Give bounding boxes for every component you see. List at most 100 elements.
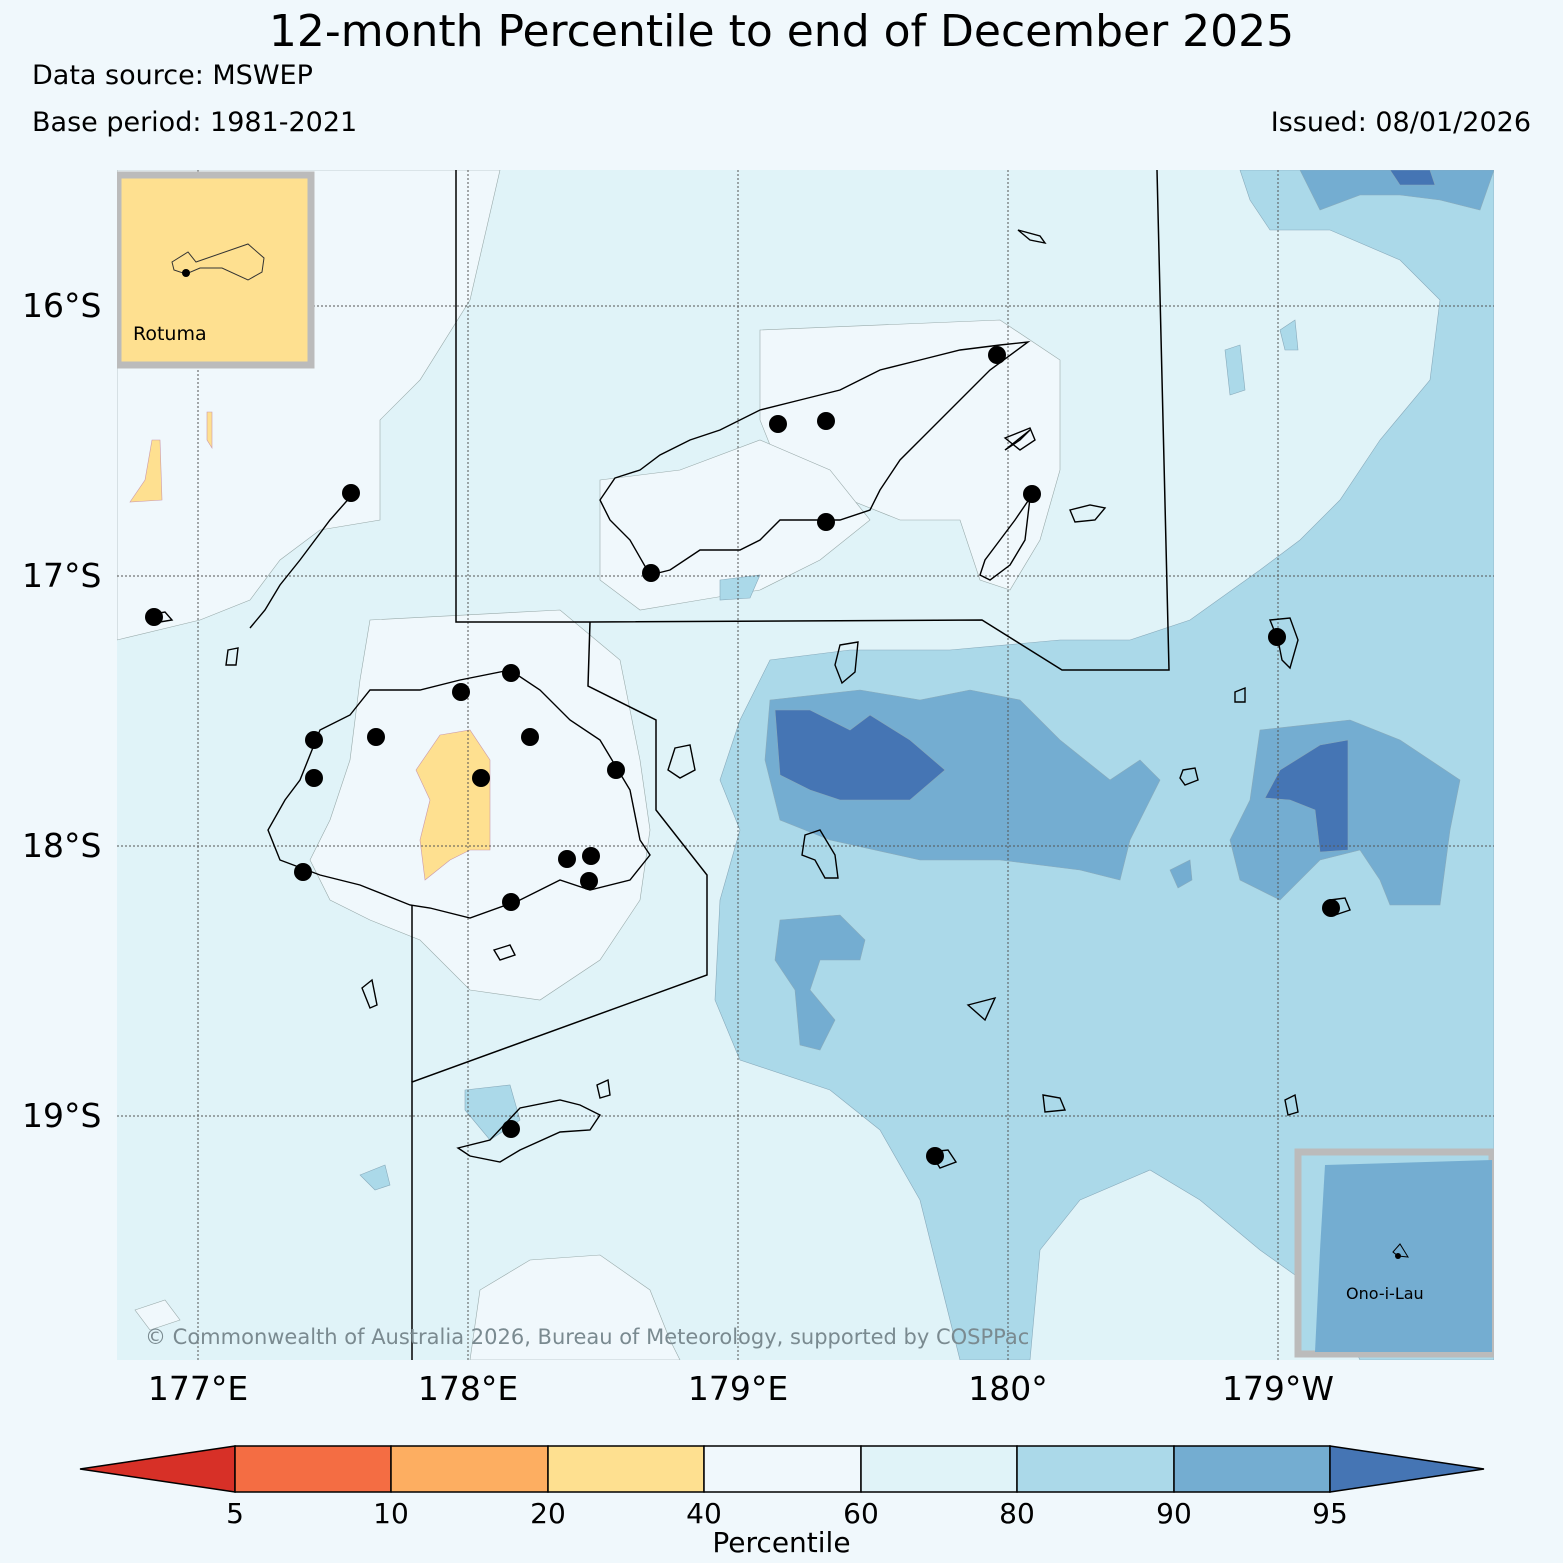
station-dot (1268, 628, 1286, 646)
station-dot (582, 847, 600, 865)
colorbar-tick: 5 (226, 1497, 244, 1530)
colorbar-tick: 80 (999, 1497, 1035, 1530)
taveuni-island (979, 497, 1031, 581)
island-south-2 (596, 1078, 611, 1099)
contour-80-90-small-2 (1279, 319, 1299, 351)
station-dot (305, 731, 323, 749)
rabi-coast (1003, 427, 1036, 451)
station-dot (607, 761, 625, 779)
copyright-notice: © Commonwealth of Australia 2026, Bureau… (145, 1325, 1030, 1349)
inset-ono-i-lau (1294, 1148, 1494, 1358)
division-boundaries (411, 170, 1170, 1360)
contour-80-90-small-1 (1224, 344, 1246, 396)
contour-20-40-central-viti-levu (415, 729, 491, 881)
base-period-label: Base period: 1981-2021 (32, 107, 358, 138)
contour-90-95-northeast (1299, 170, 1494, 211)
yasawa-coast (249, 494, 353, 629)
map-panel (117, 170, 1494, 1360)
station-dot (294, 863, 312, 881)
colorbar-tick: 90 (1156, 1497, 1192, 1530)
viti-levu-coast (267, 669, 651, 919)
colorbar-tick: 95 (1312, 1497, 1348, 1530)
colorbar-bin (234, 1445, 392, 1493)
map-title: 12-month Percentile to end of December 2… (268, 6, 1295, 57)
moala-coast (1042, 1094, 1067, 1113)
contour-95-center (774, 709, 946, 801)
latitude-labels: 16°S 17°S 18°S 19°S (22, 286, 101, 1135)
station-dot (342, 484, 360, 502)
inset-rotuma (117, 171, 315, 369)
colorbar-bin (390, 1445, 549, 1493)
station-dot (1023, 485, 1041, 503)
colorbar-tick: 60 (843, 1497, 879, 1530)
colorbar-bin (703, 1445, 862, 1493)
station-dot (642, 564, 660, 582)
totoya-coast (966, 996, 997, 1022)
station-dot (926, 1147, 944, 1165)
station-dot (817, 513, 835, 531)
station-dot (988, 346, 1006, 364)
contour-20-40-west (129, 439, 163, 503)
station-dot (558, 850, 576, 868)
station-dot (472, 769, 490, 787)
gau-coast (801, 829, 839, 879)
colorbar-label: Percentile (712, 1526, 851, 1559)
koro-coast (834, 641, 859, 685)
contour-95-northeast (1389, 170, 1436, 186)
contour-40-60-south (469, 1254, 681, 1360)
inset-label-rotuma: Rotuma (133, 323, 207, 345)
stations (145, 346, 1340, 1165)
station-dot (580, 872, 598, 890)
lat-label: 17°S (22, 556, 101, 595)
contour-80-90-southwest (359, 1164, 391, 1191)
lon-label: 178°E (418, 1369, 518, 1408)
vanua-levu-coast (599, 341, 1031, 576)
lakeba-coast (1179, 767, 1199, 786)
station-dot (452, 683, 470, 701)
inset-label-ono-i-lau: Ono-i-Lau (1346, 1284, 1424, 1303)
colorbar-bin (547, 1445, 705, 1493)
lon-label: 179°E (688, 1369, 788, 1408)
station-dot (521, 728, 539, 746)
kadavu-coast (456, 1099, 602, 1163)
station-dot (769, 415, 787, 433)
station-dot (1322, 899, 1340, 917)
station-dot (502, 1120, 520, 1138)
qamea-coast (1069, 504, 1107, 523)
lat-label: 16°S (22, 286, 101, 325)
contour-80-90-mid (719, 574, 761, 601)
island-east-1 (1284, 1093, 1299, 1116)
lon-label: 179°W (1222, 1369, 1334, 1408)
lon-label: 177°E (148, 1369, 248, 1408)
station-dot (502, 893, 520, 911)
lon-label: 180° (968, 1369, 1048, 1408)
colorbar-bin (860, 1445, 1018, 1493)
lat-label: 18°S (22, 826, 101, 865)
colorbar-tick: 20 (530, 1497, 566, 1530)
colorbar-tick: 40 (686, 1497, 722, 1530)
issued-date-label: Issued: 08/01/2026 (1270, 107, 1531, 138)
graticule (117, 170, 1494, 1360)
colorbar (79, 1445, 1485, 1493)
ovalau-coast (667, 744, 696, 779)
island-east-2 (1234, 686, 1246, 703)
colorbar-extend-high (1329, 1445, 1485, 1493)
contour-95-east (1264, 739, 1349, 853)
colorbar-tick: 10 (373, 1497, 409, 1530)
station-dot (502, 664, 520, 682)
station-dot (367, 728, 385, 746)
contour-80-90-east (714, 170, 1494, 1360)
contour-40-60-southwest (134, 1299, 181, 1331)
cikobia-coast (1017, 229, 1047, 245)
island-west-2 (361, 978, 378, 1009)
station-dot (817, 412, 835, 430)
colorbar-bin (1016, 1445, 1175, 1493)
lat-label: 19°S (22, 1096, 101, 1135)
station-dot (145, 608, 163, 626)
colorbar-ticks: 5 10 20 40 60 80 90 95 (226, 1497, 1348, 1530)
contour-20-40-small (206, 411, 213, 450)
colorbar-bin (1173, 1445, 1331, 1493)
island-south-1 (492, 944, 516, 961)
contour-40-60-vanua-levu (599, 439, 871, 611)
